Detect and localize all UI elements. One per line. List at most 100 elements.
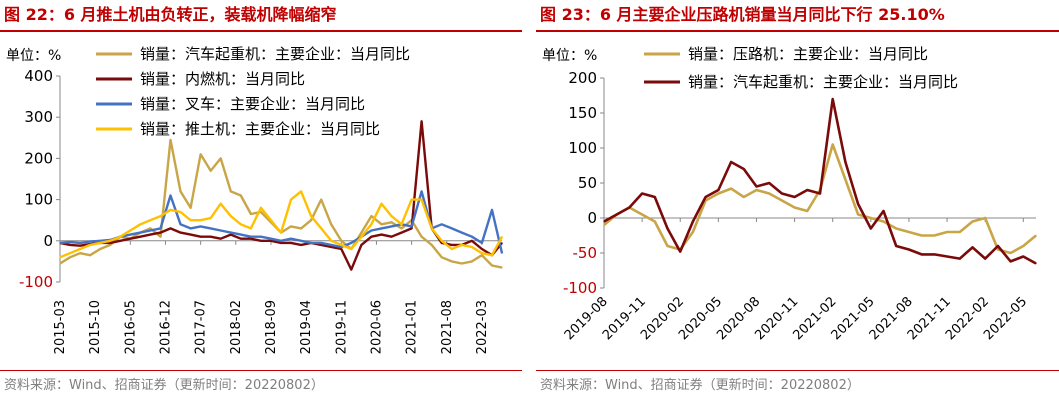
series-2-point — [603, 220, 605, 223]
x-tick-label: 2016-12 — [158, 300, 173, 354]
series-1-point — [431, 244, 433, 246]
series-1-point — [69, 256, 71, 258]
series-1-point — [654, 220, 656, 223]
source-rule — [536, 370, 1059, 371]
series-3-point — [310, 242, 312, 244]
series-4-point — [250, 227, 252, 229]
series-3-point — [79, 242, 81, 244]
series-2-point — [946, 255, 948, 258]
series-4-point — [290, 199, 292, 201]
series-4-point — [421, 199, 423, 201]
series-1-point — [390, 221, 393, 223]
series-2-point — [717, 189, 719, 191]
x-tick-label: 2020-06 — [369, 300, 384, 354]
series-line-1 — [603, 143, 1037, 255]
series-4-point — [501, 236, 503, 238]
series-2-point — [959, 258, 961, 260]
x-tick-label: 2021-01 — [405, 300, 420, 354]
legend-entry: 销量：内燃机：当月同比 — [140, 70, 305, 88]
series-1-point — [340, 240, 342, 242]
legend-entry: 销量：汽车起重机：主要企业：当月同比 — [688, 73, 958, 91]
series-2-point — [320, 244, 322, 246]
series-3-point — [220, 229, 222, 232]
series-3-point — [330, 244, 332, 246]
series-4-point — [300, 190, 302, 192]
series-4-point — [89, 244, 91, 246]
series-1-point — [421, 236, 423, 238]
series-4-point — [139, 223, 141, 225]
x-tick-label: 2018-02 — [229, 300, 244, 354]
series-1-point — [370, 215, 372, 217]
series-2-point — [179, 232, 182, 234]
series-1-point — [959, 231, 961, 233]
series-3-point — [290, 238, 292, 240]
series-1-point — [857, 213, 859, 216]
series-line-2 — [59, 120, 503, 271]
series-1-point — [169, 139, 172, 141]
series-1-point — [220, 157, 222, 159]
series-3-point — [240, 234, 242, 236]
series-1-point — [310, 219, 312, 221]
series-1-point — [1035, 234, 1037, 237]
series-4-point — [471, 246, 473, 248]
series-4-point — [461, 244, 463, 246]
source-note: 资料来源：Wind、招商证券（更新时间：20220802） — [4, 378, 324, 393]
chart-title: 图 23：6 月主要企业压路机销量当月同比下行 25.10% — [540, 5, 945, 24]
series-1-point — [89, 254, 91, 256]
series-4-point — [350, 248, 352, 250]
series-3-point — [149, 229, 151, 232]
series-1-point — [441, 256, 443, 258]
series-3-point — [89, 241, 91, 243]
series-2-point — [705, 196, 707, 198]
series-line-1 — [59, 138, 503, 269]
series-4-point — [179, 211, 182, 213]
legend-entry: 销量：叉车：主要企业：当月同比 — [140, 95, 365, 113]
series-2-point — [806, 189, 808, 191]
series-2-point — [908, 248, 910, 251]
series-4-point — [230, 215, 232, 217]
series-2-point — [240, 238, 242, 240]
unit-label: 单位：% — [542, 48, 597, 64]
series-3-point — [411, 225, 413, 227]
series-1-point — [1022, 245, 1024, 247]
series-1-point — [59, 262, 61, 265]
series-2-point — [210, 236, 212, 238]
series-1-point — [471, 260, 473, 262]
series-3-point — [280, 240, 282, 242]
series-4-point — [200, 219, 202, 221]
chart-panel-right: 图 23：6 月主要企业压路机销量当月同比下行 25.10% 单位：% -100 -… — [536, 0, 1059, 400]
series-2-point — [79, 245, 81, 247]
series-2-point — [169, 227, 172, 229]
series-1-point — [794, 206, 796, 209]
series-3-point — [350, 242, 352, 244]
y-tick-label: 400 — [24, 67, 53, 85]
y-tick-label: 100 — [568, 139, 597, 157]
series-4-point — [69, 252, 71, 254]
series-2-point — [984, 258, 986, 260]
series-2-point — [481, 248, 483, 250]
series-2-point — [501, 242, 503, 244]
series-1-point — [603, 224, 605, 226]
series-1-point — [844, 178, 846, 181]
x-tick-label: 2015-03 — [53, 300, 68, 354]
series-2-point — [340, 248, 342, 250]
x-tick-label: 2019-04 — [299, 300, 314, 354]
series-2-point — [350, 269, 352, 271]
series-4-point — [280, 232, 282, 234]
series-4-point — [491, 254, 493, 256]
series-1-point — [666, 245, 669, 247]
series-3-point — [210, 227, 212, 229]
series-4-point — [441, 240, 443, 242]
series-2-point — [857, 203, 859, 205]
series-4-point — [260, 207, 262, 209]
series-3-point — [461, 232, 463, 234]
series-2-point — [654, 196, 656, 198]
series-3-point — [421, 190, 423, 192]
series-2-point — [159, 232, 162, 234]
series-4-point — [99, 242, 101, 244]
series-1-point — [1010, 252, 1012, 254]
series-1-point — [946, 231, 948, 233]
series-3-point — [491, 209, 493, 211]
series-3-point — [250, 236, 252, 238]
series-1-point — [400, 227, 403, 229]
